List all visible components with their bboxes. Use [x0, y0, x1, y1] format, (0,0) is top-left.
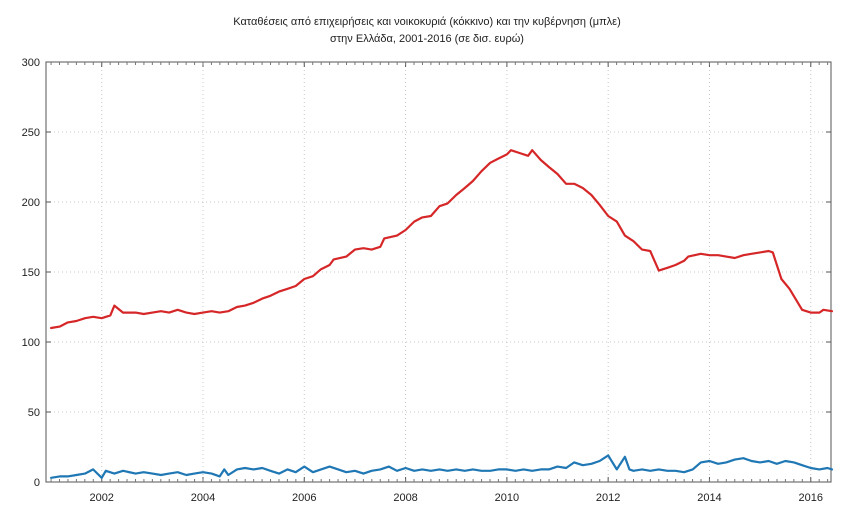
- x-tick-label: 2006: [292, 492, 316, 504]
- series-line-government: [49, 454, 834, 479]
- x-tick-label: 2008: [393, 492, 417, 504]
- y-tick-label: 250: [22, 127, 40, 139]
- x-tick-label: 2016: [798, 492, 822, 504]
- x-tick-label: 2012: [596, 492, 620, 504]
- y-tick-label: 150: [22, 267, 40, 279]
- y-tick-label: 0: [34, 477, 40, 489]
- y-tick-label: 200: [22, 197, 40, 209]
- x-tick-label: 2014: [697, 492, 721, 504]
- y-tick-label: 50: [28, 407, 40, 419]
- x-tick-label: 2010: [495, 492, 519, 504]
- y-tick-label: 100: [22, 337, 40, 349]
- chart-title: Καταθέσεις από επιχειρήσεις και νοικοκυρ…: [233, 16, 621, 28]
- data-series: [49, 149, 834, 479]
- x-tick-label: 2002: [89, 492, 113, 504]
- chart-subtitle: στην Ελλάδα, 2001-2016 (σε δισ. ευρώ): [330, 33, 524, 45]
- grid-lines: [46, 62, 831, 482]
- series-line-households: [49, 149, 834, 330]
- x-tick-label: 2004: [191, 492, 215, 504]
- y-tick-label: 300: [22, 57, 40, 69]
- axis-ticks: 0 50 100 150 200 250 300 2002 2004 2006 2008 2010 20…: [22, 57, 831, 504]
- chart-title-block: Καταθέσεις από επιχειρήσεις και νοικοκυρ…: [0, 14, 854, 48]
